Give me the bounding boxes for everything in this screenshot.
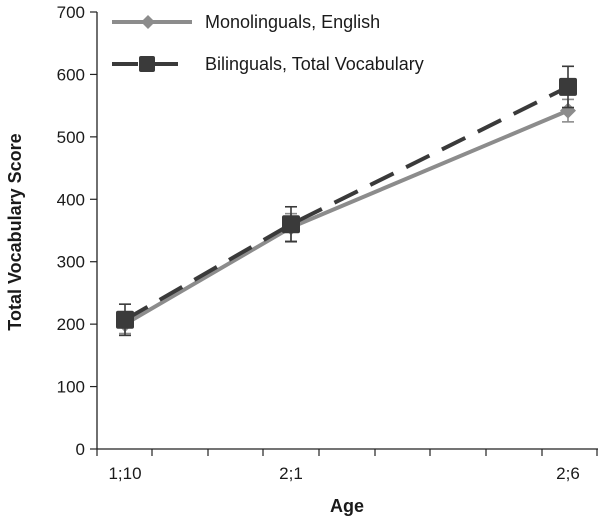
series-line [124,85,569,322]
x-axis-title: Age [330,496,364,516]
y-tick-label: 300 [57,253,85,272]
y-axis-title: Total Vocabulary Score [5,133,25,330]
data-point [282,215,300,234]
y-tick-label: 700 [57,3,85,22]
legend-item: Monolinguals, English [112,12,380,32]
series-line [123,108,569,326]
series-monolinguals [117,98,576,335]
series-layer [116,65,577,337]
x-tick-label: 2;6 [556,464,580,483]
y-tick-label: 500 [57,128,85,147]
x-tick-label: 2;1 [279,464,303,483]
x-tick-label: 1;10 [108,464,141,483]
series-bilinguals [116,65,577,337]
legend-marker [141,15,155,29]
axes: 0 100 200 300 400 500 600 700 1;10 2;1 2;6 [57,3,598,483]
data-point [560,102,576,119]
y-tick-label: 400 [57,190,85,209]
legend-label: Bilinguals, Total Vocabulary [205,54,424,74]
legend-marker [139,56,155,72]
data-point [559,77,577,96]
y-tick-label: 600 [57,65,85,84]
legend-item: Bilinguals, Total Vocabulary [112,54,424,74]
legend-label: Monolinguals, English [205,12,380,32]
y-tick-label: 200 [57,315,85,334]
data-point [116,310,134,329]
y-tick-label: 0 [76,440,85,459]
legend: Monolinguals, English Bilinguals, Total V… [112,12,424,74]
y-tick-label: 100 [57,378,85,397]
